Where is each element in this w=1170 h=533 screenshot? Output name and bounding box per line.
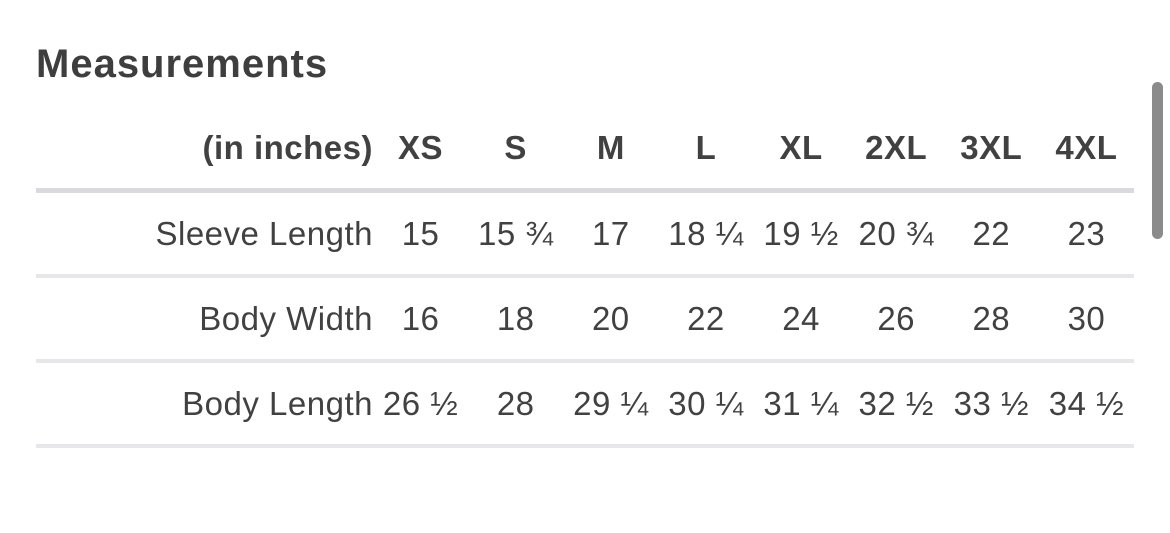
column-header-xs: XS [398,128,444,166]
cell-value: 15 [401,214,440,252]
column-header-s: S [504,128,527,166]
row-label: Sleeve Length [155,214,373,252]
table-row-body-length: Body Length 26 ½ 28 29 ¼ 30 ¼ 31 ¼ 32 ½ … [36,363,1134,448]
cell-value: 26 [877,299,916,337]
cell-value: 16 [401,299,440,337]
measurements-section: Measurements (in inches) XS S M L XL 2XL… [0,42,1170,448]
row-label: Body Length [182,384,373,422]
column-header-4xl: 4XL [1055,128,1118,166]
cell-value: 32 ½ [858,384,934,422]
cell-value: 33 ½ [953,384,1030,422]
cell-value: 28 [496,384,535,422]
cell-value: 18 ¼ [668,214,744,252]
cell-value: 19 ½ [763,214,839,252]
size-chart-table: (in inches) XS S M L XL 2XL 3XL 4XL Slee… [36,107,1134,448]
table-row-sleeve-length: Sleeve Length 15 15 ¾ 17 18 ¼ 19 ½ 20 ¾ … [36,193,1134,278]
cell-value: 17 [591,214,630,252]
cell-value: 30 ¼ [668,384,744,422]
cell-value: 24 [782,299,820,337]
cell-value: 28 [972,299,1011,337]
cell-value: 30 [1067,299,1106,337]
cell-value: 34 ½ [1048,384,1125,422]
section-title: Measurements [36,42,329,86]
cell-value: 31 ¼ [763,384,839,422]
cell-value: 15 ¾ [477,214,554,252]
column-header-3xl: 3XL [960,128,1023,166]
cell-value: 29 ¼ [573,384,649,422]
cell-value: 20 [591,299,630,337]
column-header-xl: XL [779,128,823,166]
cell-value: 18 [496,299,535,337]
column-header-2xl: 2XL [865,128,928,166]
cell-value: 23 [1067,214,1106,252]
cell-value: 22 [972,214,1011,252]
unit-label: (in inches) [202,128,373,166]
column-header-m: M [596,128,625,166]
cell-value: 20 ¾ [858,214,934,252]
cell-value: 26 ½ [382,384,459,422]
cell-value: 22 [687,299,725,337]
scrollbar-thumb[interactable] [1152,82,1163,239]
row-label: Body Width [199,299,373,337]
column-header-l: L [695,128,717,166]
table-header-row: (in inches) XS S M L XL 2XL 3XL 4XL [36,107,1134,193]
table-row-body-width: Body Width 16 18 20 22 24 26 28 30 [36,278,1134,363]
